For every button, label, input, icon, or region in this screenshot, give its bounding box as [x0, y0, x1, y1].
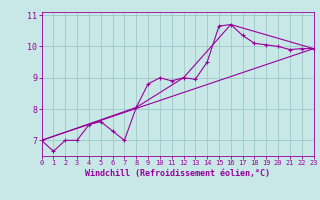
X-axis label: Windchill (Refroidissement éolien,°C): Windchill (Refroidissement éolien,°C): [85, 169, 270, 178]
